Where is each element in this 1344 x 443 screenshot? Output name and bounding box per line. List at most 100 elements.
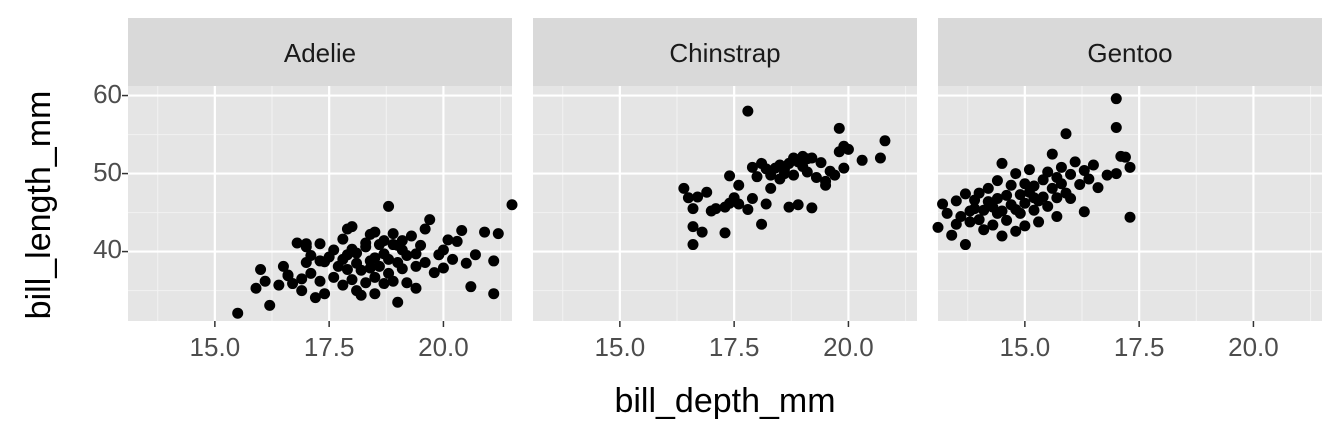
data-point [1046, 182, 1058, 194]
data-point [1042, 166, 1054, 178]
data-point [364, 228, 376, 240]
data-point [437, 262, 449, 274]
data-point [751, 171, 763, 183]
data-point [978, 224, 990, 236]
facet-strip [938, 18, 1322, 86]
data-point [378, 235, 390, 247]
data-point [346, 274, 358, 286]
data-point [1019, 197, 1031, 209]
data-point [401, 277, 413, 289]
data-point [305, 249, 317, 261]
data-point [341, 223, 353, 235]
data-point [419, 256, 431, 268]
data-point [1014, 207, 1026, 219]
data-point [1042, 200, 1054, 212]
facet-strip-label: Gentoo [1087, 38, 1172, 68]
data-point [387, 228, 399, 240]
data-point [801, 166, 813, 178]
data-point [1037, 191, 1049, 203]
x-tick-label: 15.0 [1000, 332, 1051, 362]
data-point [941, 207, 953, 219]
data-point [296, 273, 308, 285]
data-point [978, 204, 990, 216]
data-point [719, 227, 731, 239]
x-tick-label: 20.0 [1228, 332, 1279, 362]
data-point [973, 187, 985, 199]
data-point [1124, 211, 1136, 223]
data-point [314, 238, 326, 250]
data-point [765, 182, 777, 194]
data-point [937, 198, 949, 210]
data-point [1005, 179, 1017, 191]
data-point [1014, 189, 1026, 201]
data-point [360, 277, 372, 289]
data-point [687, 239, 699, 251]
data-point [300, 238, 312, 250]
data-point [488, 288, 500, 300]
data-point [1110, 168, 1122, 180]
data-point [273, 279, 285, 291]
data-point [1065, 168, 1077, 180]
y-axis-title: bill_length_mm [20, 91, 58, 320]
data-point [973, 214, 985, 226]
data-point [1069, 156, 1081, 168]
data-point [264, 299, 276, 311]
data-point [328, 244, 340, 256]
y-tick-label: 50 [93, 157, 122, 187]
data-point [1055, 161, 1067, 173]
data-point [282, 270, 294, 282]
data-point [447, 253, 459, 265]
data-point [783, 201, 795, 213]
y-axis: 60 50 40 bill_length_mm [20, 79, 128, 319]
data-point [987, 219, 999, 231]
data-point [1078, 164, 1090, 176]
data-point [401, 249, 413, 261]
data-point [1010, 168, 1022, 180]
data-point [456, 225, 468, 237]
data-point [692, 191, 704, 203]
data-point [1019, 220, 1031, 232]
data-point [797, 154, 809, 166]
x-tick-label: 17.5 [709, 332, 760, 362]
data-point [678, 182, 690, 194]
data-point [488, 255, 500, 267]
data-point [820, 179, 832, 191]
facet-panel-chinstrap: Chinstrap 15.0 17.5 20.0 [533, 18, 917, 362]
data-point [415, 239, 427, 251]
data-point [792, 199, 804, 211]
data-point [696, 226, 708, 238]
data-point [314, 255, 326, 267]
data-point [451, 235, 463, 247]
data-point [232, 307, 244, 319]
data-point [1028, 204, 1040, 216]
x-tick-label: 15.0 [595, 332, 646, 362]
data-point [492, 228, 504, 240]
data-point [959, 188, 971, 200]
data-point [838, 162, 850, 174]
data-point [355, 264, 367, 276]
data-point [341, 264, 353, 276]
data-point [250, 282, 262, 294]
data-point [383, 253, 395, 265]
data-point [1001, 214, 1013, 226]
data-point [355, 289, 367, 301]
data-point [419, 223, 431, 235]
data-point [378, 278, 390, 290]
data-point [1010, 225, 1022, 237]
data-point [682, 192, 694, 204]
data-point [746, 161, 758, 173]
data-point [955, 210, 967, 222]
data-point [1074, 178, 1086, 190]
data-point [742, 105, 754, 117]
data-point [806, 152, 818, 164]
data-point [829, 169, 841, 181]
data-point [337, 253, 349, 265]
data-point [687, 203, 699, 215]
facet-strip-label: Adelie [284, 38, 356, 68]
data-point [991, 175, 1003, 187]
data-point [369, 288, 381, 300]
data-point [1028, 192, 1040, 204]
facet-strip [533, 18, 917, 86]
data-point [1110, 122, 1122, 134]
